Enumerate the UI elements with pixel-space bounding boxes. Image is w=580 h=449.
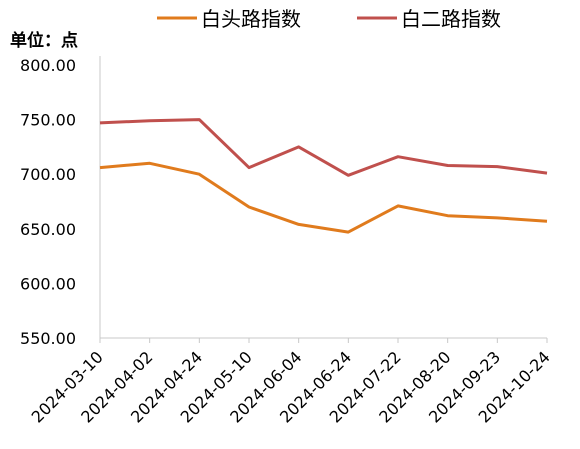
- y-tick-label: 700.00: [20, 165, 76, 184]
- series-line-1: [99, 118, 548, 177]
- y-tick-label: 800.00: [20, 56, 76, 75]
- y-tick-label: 550.00: [20, 329, 76, 348]
- y-tick-label: 600.00: [20, 274, 76, 293]
- y-tick-label: 750.00: [20, 111, 76, 130]
- unit-label: 单位：点: [10, 30, 78, 51]
- legend-label-1: 白二路指数: [401, 7, 501, 31]
- y-tick-labels: 550.00 600.00 650.00 700.00 750.00 800.00: [20, 56, 76, 348]
- legend-label-0: 白头路指数: [201, 7, 301, 31]
- x-tick-labels: 2024-03-102024-04-022024-04-242024-05-10…: [28, 338, 554, 427]
- series-lines: [99, 118, 548, 234]
- series-line-0: [99, 161, 548, 234]
- legend: 白头路指数 白二路指数: [157, 7, 501, 31]
- y-tick-label: 650.00: [20, 220, 76, 239]
